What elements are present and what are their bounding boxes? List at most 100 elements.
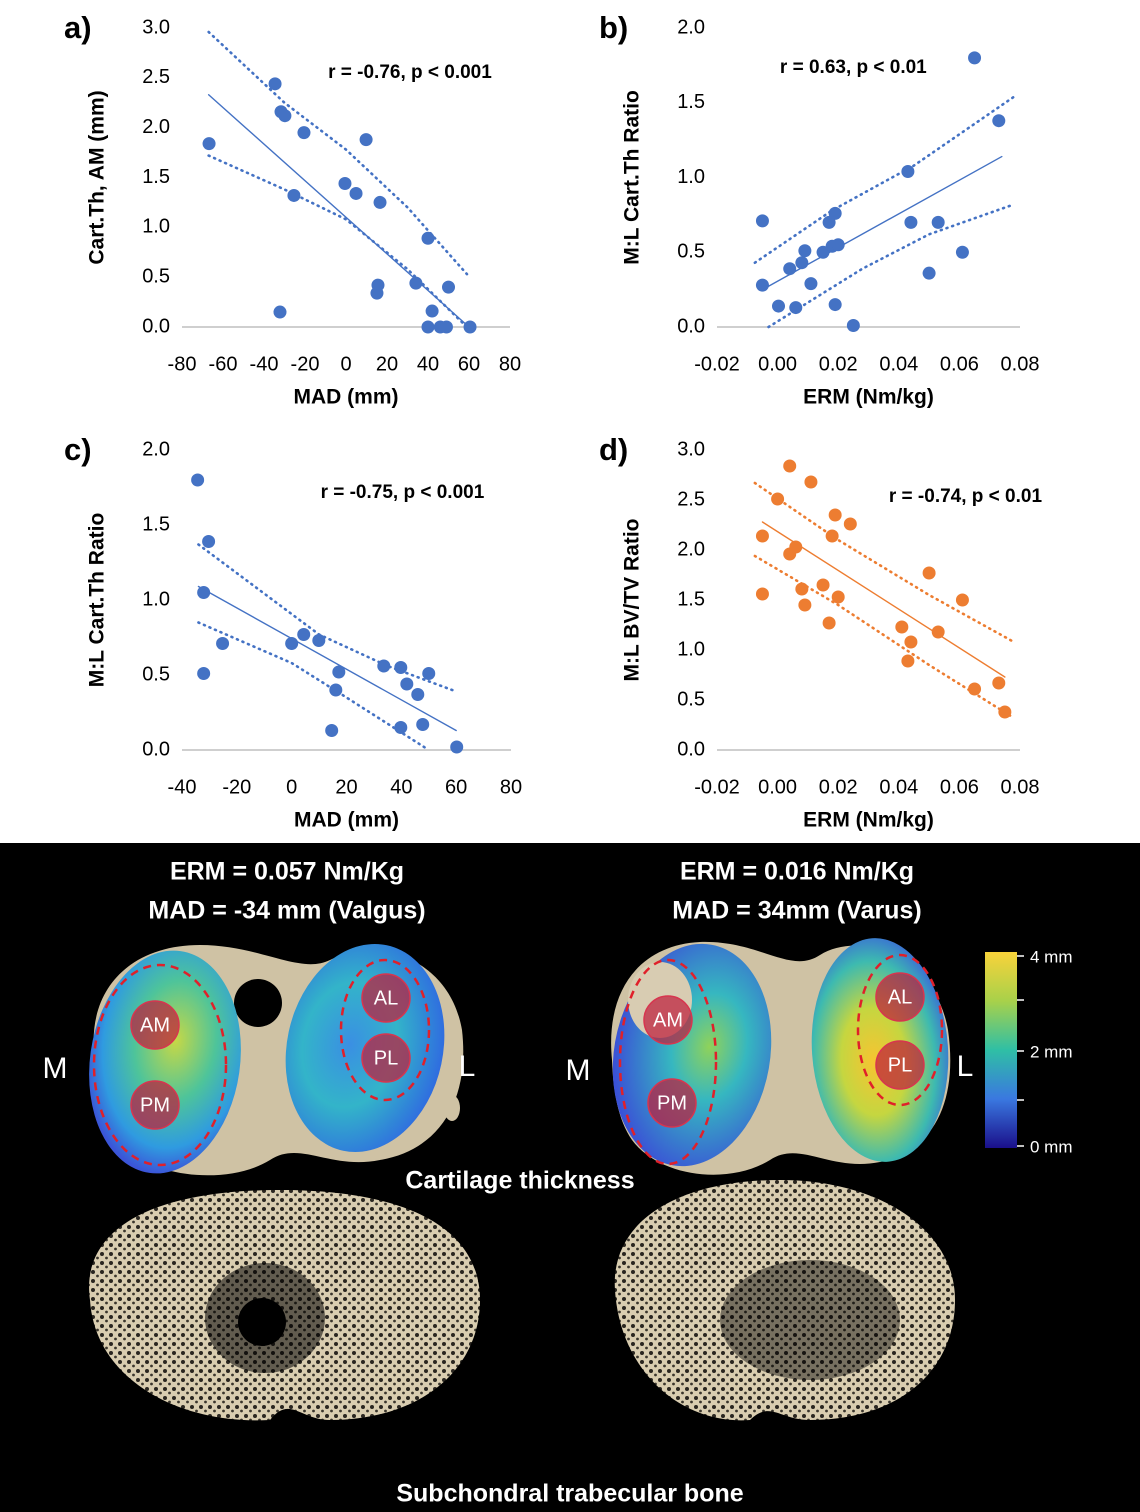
region-outline (618, 958, 718, 1166)
data-point (846, 319, 860, 333)
data-point (349, 186, 363, 200)
data-point (922, 566, 936, 580)
side-label: L (957, 1050, 974, 1083)
data-point (297, 628, 311, 641)
x-tick-label: 80 (500, 776, 522, 798)
data-point (191, 473, 205, 487)
data-point (998, 705, 1012, 719)
data-point (216, 637, 230, 650)
data-point (825, 529, 839, 543)
confidence-band-upper (207, 30, 469, 276)
data-point (789, 301, 803, 315)
data-point (422, 667, 436, 680)
x-axis-title: MAD (mm) (294, 386, 399, 409)
y-axis-title: M:L Cart.Th Ratio (86, 513, 109, 688)
x-tick-label: 0.02 (819, 353, 858, 375)
regression-line (197, 585, 457, 732)
x-tick-label: 40 (417, 353, 439, 375)
y-tick-label: 0.5 (677, 688, 705, 710)
colorbar-label: 4 mm (1030, 947, 1073, 966)
y-tick-label: 3.0 (142, 16, 170, 38)
bone-void (720, 1260, 900, 1380)
x-tick-label: 0 (340, 353, 351, 375)
data-point (901, 165, 915, 179)
data-point (922, 266, 936, 280)
x-tick-label: 0.04 (879, 353, 918, 375)
data-point (955, 245, 969, 259)
data-point (804, 475, 818, 489)
y-tick-label: 0.0 (142, 738, 170, 760)
data-point (421, 231, 435, 245)
data-point (312, 634, 326, 647)
x-tick-label: 0.08 (1001, 353, 1040, 375)
data-point (332, 665, 346, 679)
x-tick-label: 0.04 (879, 776, 918, 798)
data-point (755, 214, 769, 228)
data-point (755, 278, 769, 292)
colorbar-label: 2 mm (1030, 1042, 1073, 1061)
y-tick-label: 1.5 (677, 91, 705, 113)
data-point (901, 654, 915, 668)
x-tick-label: 80 (499, 353, 521, 375)
side-label: M (566, 1054, 591, 1087)
confidence-band-lower (197, 621, 431, 752)
trabecular-bone (614, 1180, 955, 1421)
data-point (795, 582, 809, 596)
data-point (338, 176, 352, 190)
confidence-band-lower (207, 154, 469, 329)
bone-fragment (444, 1095, 460, 1121)
data-point (370, 286, 384, 300)
x-tick-label: 0.06 (940, 776, 979, 798)
y-tick-label: 1.5 (142, 166, 170, 188)
panel-label: b) (599, 10, 628, 45)
colorbar-label: 0 mm (1030, 1137, 1073, 1156)
regression-line (761, 155, 1003, 291)
data-point (463, 320, 477, 334)
region-outline (92, 963, 228, 1167)
y-tick-label: 0.0 (677, 315, 705, 337)
image-title: ERM = 0.057 Nm/Kg (170, 858, 404, 886)
data-point (400, 677, 414, 691)
cartilage-map (89, 950, 241, 1174)
region-label: AM (653, 1009, 683, 1031)
data-point (772, 299, 786, 313)
region-marker (647, 1078, 697, 1128)
bone-hole (234, 979, 282, 1027)
data-point (843, 517, 857, 531)
region-label: AL (888, 986, 912, 1008)
data-point (783, 459, 797, 473)
caption: Subchondral trabecular bone (396, 1480, 743, 1508)
data-point (416, 718, 430, 731)
x-tick-label: 20 (335, 776, 357, 798)
colorbar (985, 952, 1017, 1148)
region-marker (361, 973, 411, 1023)
data-point (968, 51, 982, 65)
x-axis-title: ERM (Nm/kg) (803, 809, 934, 832)
caption: Cartilage thickness (405, 1167, 634, 1195)
y-tick-label: 2.5 (142, 66, 170, 88)
data-point (968, 682, 982, 696)
y-tick-label: 0.0 (142, 315, 170, 337)
data-point (931, 625, 945, 639)
bone-hole (238, 1298, 286, 1346)
region-label: PL (888, 1054, 912, 1076)
side-label: M (43, 1052, 68, 1085)
x-tick-label: -40 (168, 776, 197, 798)
x-tick-label: -0.02 (694, 776, 740, 798)
image-title: MAD = 34mm (Varus) (672, 897, 921, 925)
region-marker (361, 1033, 411, 1083)
y-tick-label: 1.0 (142, 216, 170, 238)
data-point (394, 661, 408, 674)
data-point (287, 188, 301, 202)
y-tick-label: 1.0 (677, 166, 705, 188)
data-point (202, 137, 216, 151)
x-tick-label: 60 (445, 776, 467, 798)
data-point (197, 586, 211, 599)
data-point (442, 280, 455, 294)
y-tick-label: 0.0 (677, 738, 705, 760)
data-point (439, 320, 453, 334)
region-marker (130, 1000, 180, 1050)
x-tick-label: 60 (458, 353, 480, 375)
x-tick-label: 20 (376, 353, 398, 375)
